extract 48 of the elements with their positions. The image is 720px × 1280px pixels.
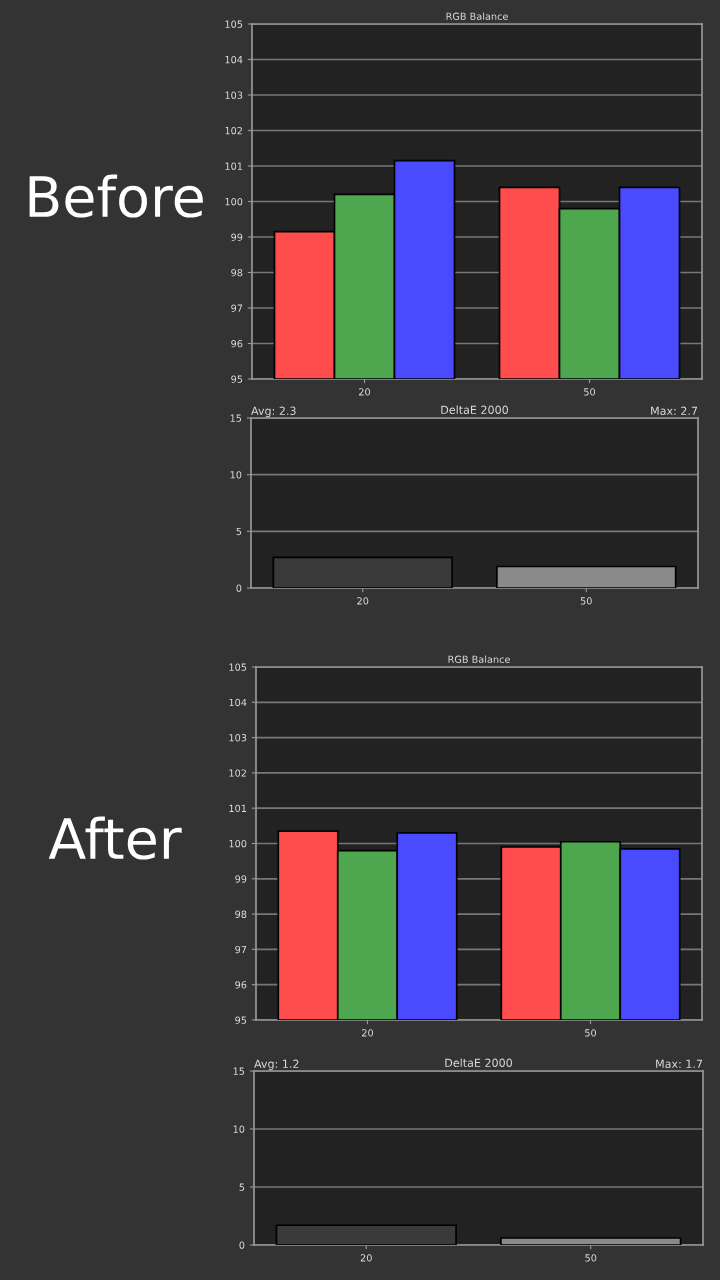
- y-tick-label: 96: [231, 339, 243, 348]
- chart-title: RGB Balance: [448, 655, 510, 663]
- text: Avg: 2.3: [251, 406, 296, 418]
- text: After: [48, 816, 182, 860]
- y-tick-label: 95: [235, 1016, 247, 1024]
- x-tick-label: 20: [360, 1254, 372, 1262]
- y-tick-label: 102: [225, 126, 242, 135]
- y-tick-label: 97: [235, 945, 247, 954]
- y-tick-label: 99: [235, 875, 247, 883]
- chart-title: DeltaE 2000: [445, 1058, 512, 1067]
- x-tick-label: 50: [585, 1254, 597, 1262]
- y-tick-label: 10: [233, 1125, 245, 1133]
- y-tick-label: 5: [239, 1183, 245, 1191]
- y-tick-label: 99: [231, 233, 243, 241]
- y-tick-label: 97: [231, 304, 243, 312]
- x-tick-label: 20: [359, 388, 371, 396]
- x-tick-label: 20: [362, 1029, 374, 1037]
- x-tick-label: 50: [580, 597, 592, 605]
- y-tick-label: 96: [235, 981, 247, 989]
- y-tick-label: 102: [229, 769, 246, 777]
- text: Before: [29, 174, 203, 218]
- y-tick-label: 15: [233, 1067, 245, 1075]
- y-tick-label: 5: [236, 527, 242, 536]
- y-tick-label: 98: [235, 910, 247, 918]
- x-tick-label: 20: [357, 597, 369, 605]
- y-tick-label: 103: [229, 734, 247, 742]
- y-tick-label: 105: [229, 663, 247, 671]
- x-tick-label: 50: [584, 388, 596, 396]
- y-tick-label: 98: [231, 268, 243, 277]
- text: Max: 1.7: [656, 1059, 703, 1068]
- y-tick-label: 105: [225, 20, 243, 28]
- y-tick-label: 0: [236, 584, 242, 592]
- y-tick-label: 0: [239, 1241, 245, 1249]
- y-tick-label: 104: [225, 55, 243, 64]
- x-tick-label: 50: [585, 1029, 597, 1037]
- y-tick-label: 101: [225, 162, 243, 170]
- y-tick-label: 104: [229, 698, 247, 707]
- chart-title: DeltaE 2000: [441, 405, 508, 414]
- y-tick-label: 101: [229, 804, 247, 813]
- y-tick-label: 95: [231, 375, 243, 383]
- y-tick-label: 15: [230, 414, 242, 422]
- y-tick-label: 100: [225, 197, 243, 206]
- chart-title: RGB Balance: [446, 12, 508, 20]
- text: Avg: 1.2: [254, 1059, 299, 1071]
- text: Max: 2.7: [651, 406, 698, 415]
- y-tick-label: 103: [225, 91, 243, 99]
- y-tick-label: 10: [230, 471, 242, 479]
- y-tick-label: 100: [229, 839, 247, 848]
